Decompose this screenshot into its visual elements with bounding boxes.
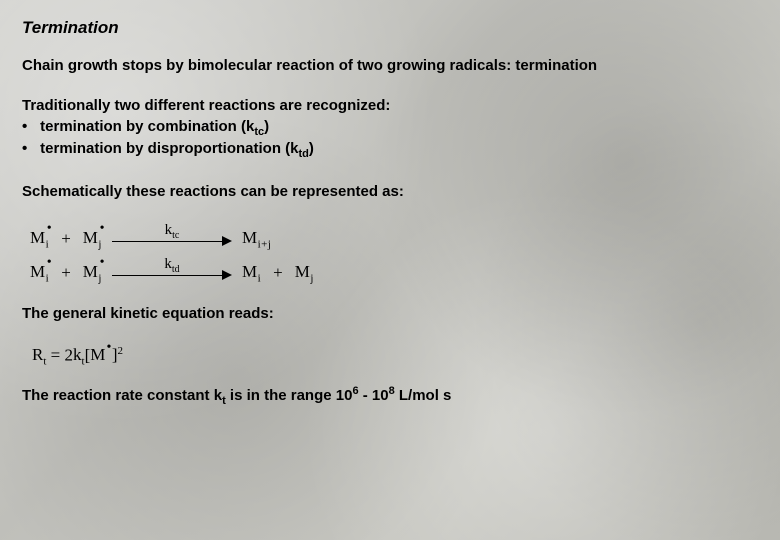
product: Mj [293,262,316,284]
product: Mi+j [240,228,273,250]
species-sub: i [46,239,50,251]
arrow-head-icon [222,236,232,246]
scheme-intro: Schematically these reactions can be rep… [22,182,758,202]
list-item-tail: ) [309,140,314,157]
rate-k: kt [73,345,85,364]
rate-constant-label: ktc [112,222,232,241]
intro-paragraph: Chain growth stops by bimolecular reacti… [22,56,758,76]
list-item-sub: tc [254,126,264,138]
species-base: M [242,262,258,281]
reactant: Mj• [81,228,104,250]
product: Mi [240,262,263,284]
rate-constant-range: The reaction rate constant kt is in the … [22,384,758,409]
list-intro: Traditionally two different reactions ar… [22,96,758,116]
reaction-row: Mi• + Mj• ktd Mi + Mj [28,256,758,290]
species-sub: i [258,273,262,285]
text: L/mol s [395,387,452,404]
kinetic-intro: The general kinetic equation reads: [22,304,758,324]
bullet-icon: • [22,117,36,137]
species-base: M [83,262,99,281]
eq-species: M• [90,345,106,364]
species-base: M [242,228,258,247]
reactions-list-block: Traditionally two different reactions ar… [22,96,758,162]
species-base: M [30,262,46,281]
arrow-line-icon [112,275,224,276]
radical-dot-icon: • [100,222,105,236]
list-item: • termination by combination (ktc) [22,117,758,140]
text: The reaction rate constant k [22,387,222,404]
reactant: Mi• [28,228,51,250]
reaction-scheme: Mi• + Mj• ktc Mi+j Mi• + Mj• ktd [28,222,758,290]
k-sub: tc [172,230,179,241]
species-base: M [30,228,46,247]
species-base: M [83,228,99,247]
eq-coef: 2 [65,345,74,364]
k-base: k [164,256,172,272]
equals-icon: = [51,345,65,364]
rate-lhs: Rt [32,345,46,364]
reaction-arrow: ktd [112,261,232,285]
reaction-row: Mi• + Mj• ktc Mi+j [28,222,758,256]
list-item-sub: td [299,148,309,160]
radical-dot-icon: • [47,256,52,270]
plus-icon: + [51,263,81,283]
species-sub: i [46,273,50,285]
species-sub: i+j [258,239,272,251]
k-base: k [165,222,173,238]
eq-exponent: 2 [118,345,124,357]
bullet-list: • termination by combination (ktc) • ter… [22,117,758,163]
list-item-label: termination by combination (k [40,118,254,135]
reactant: Mi• [28,262,51,284]
rate-constant-label: ktd [112,256,232,275]
list-item-tail: ) [264,118,269,135]
species-sub: j [310,273,314,285]
rate-equation: Rt = 2kt[M•]2 [32,345,758,368]
plus-icon: + [263,263,293,283]
slide-title: Termination [22,18,758,38]
arrow-head-icon [222,270,232,280]
plus-icon: + [51,229,81,249]
species-base: M [295,262,311,281]
arrow-line-icon [112,241,224,242]
eq-base: M [90,345,106,364]
radical-dot-icon: • [106,341,111,355]
k-sub: td [172,264,180,275]
radical-dot-icon: • [47,222,52,236]
bullet-icon: • [22,139,36,159]
reactant: Mj• [81,262,104,284]
eq-sub: t [43,356,46,368]
radical-dot-icon: • [100,256,105,270]
species-sub: j [98,273,102,285]
species-sub: j [98,239,102,251]
eq-base: R [32,345,43,364]
reaction-arrow: ktc [112,227,232,251]
list-item: • termination by disproportionation (ktd… [22,139,758,162]
list-item-label: termination by disproportionation (k [40,140,298,157]
text: is in the range 10 [226,387,353,404]
text: - 10 [359,387,389,404]
eq-base: k [73,345,82,364]
